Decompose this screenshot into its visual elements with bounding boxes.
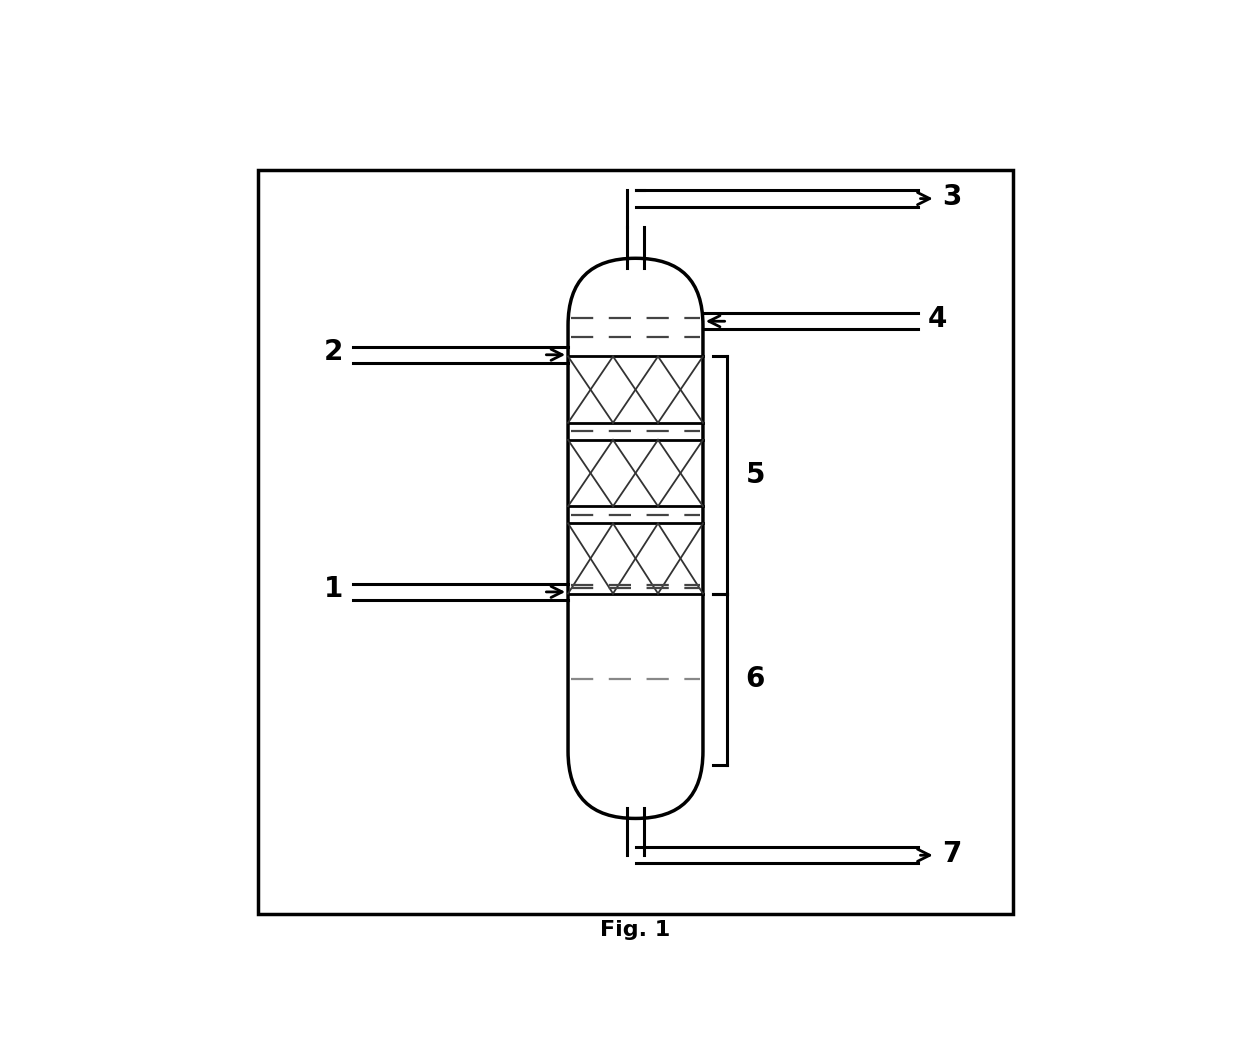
FancyBboxPatch shape <box>568 258 703 819</box>
Text: Fig. 1: Fig. 1 <box>600 921 671 941</box>
Text: 1: 1 <box>325 576 343 603</box>
Text: 3: 3 <box>942 183 961 211</box>
Text: 5: 5 <box>745 461 765 489</box>
Text: 6: 6 <box>745 666 765 693</box>
Text: 7: 7 <box>942 840 961 868</box>
FancyBboxPatch shape <box>258 170 1013 914</box>
Text: 2: 2 <box>324 339 343 366</box>
Text: 4: 4 <box>928 305 947 332</box>
